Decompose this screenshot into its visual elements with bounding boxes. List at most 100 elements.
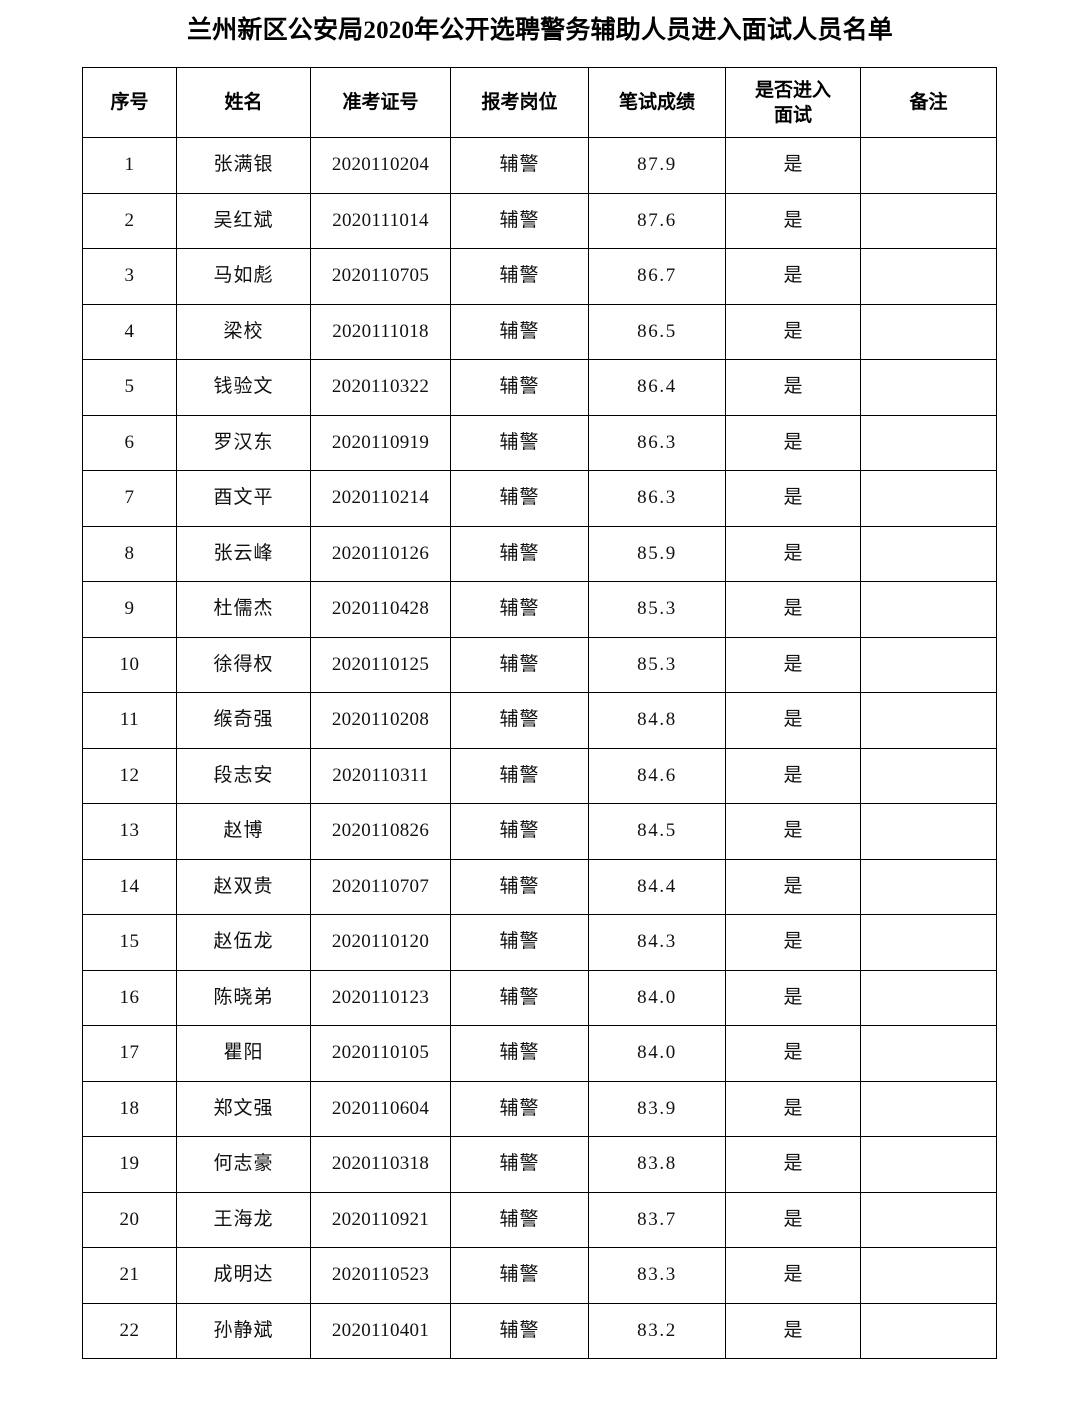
cell-applied-position: 辅警 [450, 1191, 589, 1248]
cell-sequence-number: 9 [82, 581, 177, 638]
cell-admission-number: 2020110401 [310, 1302, 451, 1359]
cell-name: 何志豪 [176, 1136, 311, 1193]
cell-sequence-number: 18 [82, 1080, 177, 1137]
cell-applied-position: 辅警 [450, 1136, 589, 1193]
cell-applied-position: 辅警 [450, 1080, 589, 1137]
cell-interview-eligibility: 是 [725, 1302, 861, 1359]
cell-remark [860, 1025, 997, 1082]
column-header-score: 笔试成绩 [588, 67, 726, 138]
cell-interview-eligibility: 是 [725, 525, 861, 582]
cell-interview-eligibility: 是 [725, 1136, 861, 1193]
cell-written-exam-score: 85.9 [588, 525, 726, 582]
cell-remark [860, 1302, 997, 1359]
cell-written-exam-score: 86.3 [588, 414, 726, 471]
cell-interview-eligibility: 是 [725, 969, 861, 1026]
cell-remark [860, 858, 997, 915]
table-row: 10 徐得权 2020110125 辅警 85.3 是 [82, 636, 997, 693]
cell-admission-number: 2020110214 [310, 470, 451, 527]
cell-written-exam-score: 83.2 [588, 1302, 726, 1359]
cell-admission-number: 2020110707 [310, 858, 451, 915]
cell-admission-number: 2020110322 [310, 359, 451, 416]
cell-sequence-number: 15 [82, 914, 177, 971]
column-header-name: 姓名 [176, 67, 311, 138]
column-header-pass: 是否进入 面试 [725, 67, 861, 138]
cell-sequence-number: 20 [82, 1191, 177, 1248]
cell-written-exam-score: 87.6 [588, 192, 726, 249]
cell-remark [860, 192, 997, 249]
cell-admission-number: 2020110123 [310, 969, 451, 1026]
cell-written-exam-score: 87.9 [588, 137, 726, 194]
cell-remark [860, 692, 997, 749]
table-body: 1 张满银 2020110204 辅警 87.9 是 2 吴红斌 2020111014 辅警 87.… [82, 137, 997, 1359]
cell-admission-number: 2020110604 [310, 1080, 451, 1137]
cell-applied-position: 辅警 [450, 858, 589, 915]
cell-applied-position: 辅警 [450, 747, 589, 804]
cell-sequence-number: 17 [82, 1025, 177, 1082]
cell-name: 马如彪 [176, 248, 311, 305]
column-header-pass-line2: 面试 [773, 104, 812, 126]
cell-name: 徐得权 [176, 636, 311, 693]
cell-name: 缑奇强 [176, 692, 311, 749]
cell-sequence-number: 19 [82, 1136, 177, 1193]
cell-admission-number: 2020110428 [310, 581, 451, 638]
cell-applied-position: 辅警 [450, 581, 589, 638]
cell-admission-number: 2020110826 [310, 803, 451, 860]
column-header-post: 报考岗位 [450, 67, 589, 138]
cell-written-exam-score: 83.7 [588, 1191, 726, 1248]
table-row: 12 段志安 2020110311 辅警 84.6 是 [82, 747, 997, 804]
cell-sequence-number: 13 [82, 803, 177, 860]
cell-name: 瞿阳 [176, 1025, 311, 1082]
cell-sequence-number: 22 [82, 1302, 177, 1359]
cell-admission-number: 2020110919 [310, 414, 451, 471]
cell-interview-eligibility: 是 [725, 636, 861, 693]
cell-applied-position: 辅警 [450, 1247, 589, 1304]
table-row: 8 张云峰 2020110126 辅警 85.9 是 [82, 525, 997, 582]
column-header-seq: 序号 [82, 67, 177, 138]
table-row: 4 梁校 2020111018 辅警 86.5 是 [82, 303, 997, 360]
cell-applied-position: 辅警 [450, 303, 589, 360]
cell-interview-eligibility: 是 [725, 1191, 861, 1248]
table-row: 2 吴红斌 2020111014 辅警 87.6 是 [82, 192, 997, 249]
cell-applied-position: 辅警 [450, 636, 589, 693]
cell-written-exam-score: 86.5 [588, 303, 726, 360]
cell-name: 陈晓弟 [176, 969, 311, 1026]
cell-admission-number: 2020110311 [310, 747, 451, 804]
table-row: 7 酉文平 2020110214 辅警 86.3 是 [82, 470, 997, 527]
cell-written-exam-score: 86.3 [588, 470, 726, 527]
cell-applied-position: 辅警 [450, 414, 589, 471]
cell-interview-eligibility: 是 [725, 248, 861, 305]
table-row: 5 钱验文 2020110322 辅警 86.4 是 [82, 359, 997, 416]
table-header: 序号 姓名 准考证号 报考岗位 笔试成绩 是否进入 面试 备注 [82, 67, 997, 138]
cell-interview-eligibility: 是 [725, 137, 861, 194]
cell-admission-number: 2020110120 [310, 914, 451, 971]
cell-written-exam-score: 84.3 [588, 914, 726, 971]
cell-written-exam-score: 84.4 [588, 858, 726, 915]
cell-sequence-number: 7 [82, 470, 177, 527]
cell-applied-position: 辅警 [450, 137, 589, 194]
cell-sequence-number: 16 [82, 969, 177, 1026]
cell-sequence-number: 10 [82, 636, 177, 693]
cell-sequence-number: 5 [82, 359, 177, 416]
roster-table-container: 序号 姓名 准考证号 报考岗位 笔试成绩 是否进入 面试 备注 1 张满银 2020… [82, 67, 997, 1359]
cell-remark [860, 1080, 997, 1137]
cell-sequence-number: 2 [82, 192, 177, 249]
cell-interview-eligibility: 是 [725, 414, 861, 471]
cell-admission-number: 2020111018 [310, 303, 451, 360]
cell-admission-number: 2020110208 [310, 692, 451, 749]
cell-remark [860, 470, 997, 527]
cell-admission-number: 2020110204 [310, 137, 451, 194]
cell-admission-number: 2020110126 [310, 525, 451, 582]
cell-name: 郑文强 [176, 1080, 311, 1137]
cell-sequence-number: 14 [82, 858, 177, 915]
cell-applied-position: 辅警 [450, 192, 589, 249]
cell-applied-position: 辅警 [450, 969, 589, 1026]
cell-admission-number: 2020110125 [310, 636, 451, 693]
cell-interview-eligibility: 是 [725, 470, 861, 527]
table-row: 16 陈晓弟 2020110123 辅警 84.0 是 [82, 969, 997, 1026]
cell-remark [860, 359, 997, 416]
table-row: 1 张满银 2020110204 辅警 87.9 是 [82, 137, 997, 194]
cell-remark [860, 414, 997, 471]
cell-written-exam-score: 84.5 [588, 803, 726, 860]
table-row: 9 杜儒杰 2020110428 辅警 85.3 是 [82, 581, 997, 638]
